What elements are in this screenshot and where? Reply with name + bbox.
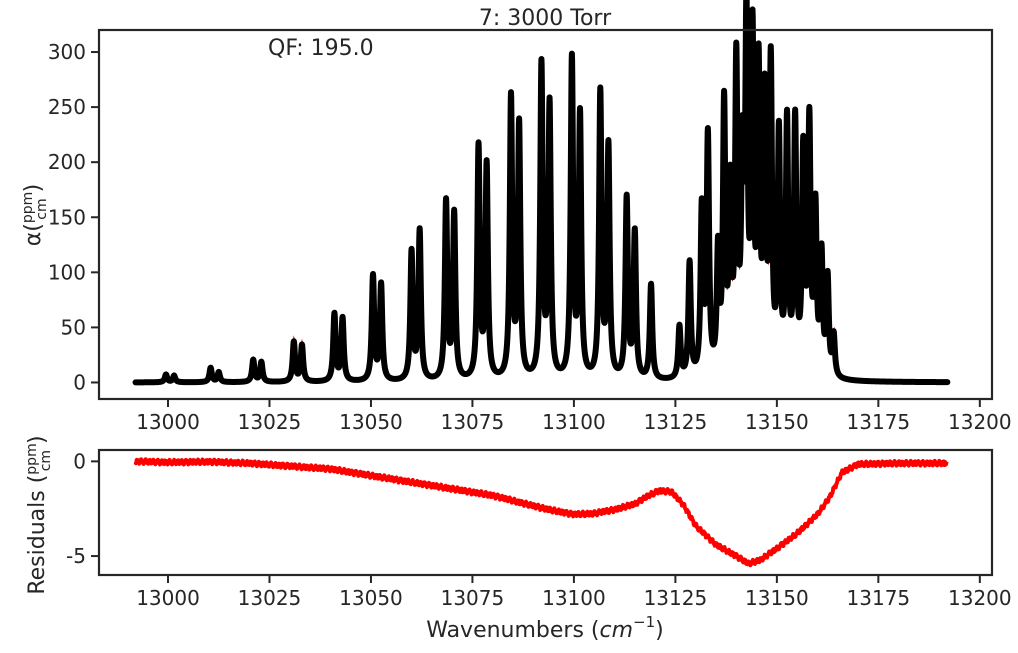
bottom-x-tick-label: 13150 bbox=[745, 586, 809, 610]
absorption-data-layer bbox=[132, 0, 951, 386]
bottom-x-tick-label: 13100 bbox=[542, 586, 606, 610]
bottom-x-tick-label: 13025 bbox=[238, 586, 302, 610]
top-x-tick-label: 13050 bbox=[339, 410, 403, 434]
bottom-plot-frame bbox=[97, 448, 994, 577]
bottom-x-tick-label: 13075 bbox=[441, 586, 505, 610]
bottom-x-tick-label: 13200 bbox=[948, 586, 1012, 610]
bottom-y-tick-label: -5 bbox=[66, 544, 86, 568]
top-x-tick-label: 13125 bbox=[644, 410, 708, 434]
bottom-x-ticks: 13000 13025 13050 13075 13100 13125 13150 13175… bbox=[136, 575, 1012, 610]
top-y-tick-label: 50 bbox=[61, 315, 86, 339]
bottom-x-tick-label: 13175 bbox=[847, 586, 911, 610]
top-x-tick-label: 13150 bbox=[745, 410, 809, 434]
top-y-tick-label: 0 bbox=[73, 370, 86, 394]
quality-factor-annotation: QF: 195.0 bbox=[268, 36, 374, 61]
x-axis-label: Wavenumbers (cm−1) bbox=[426, 613, 664, 643]
top-y-tick-label: 300 bbox=[48, 40, 86, 64]
top-y-tick-label: 200 bbox=[48, 150, 86, 174]
chart-title: 7: 3000 Torr bbox=[479, 6, 612, 31]
bottom-x-tick-label: 13050 bbox=[339, 586, 403, 610]
top-x-tick-label: 13075 bbox=[441, 410, 505, 434]
bottom-y-tick-label: 0 bbox=[73, 449, 86, 473]
residuals-series-line bbox=[133, 457, 949, 568]
top-x-tick-label: 13000 bbox=[136, 410, 200, 434]
top-y-tick-label: 100 bbox=[48, 260, 86, 284]
bottom-y-ticks: -5 0 bbox=[66, 449, 99, 568]
bottom-x-tick-label: 13000 bbox=[136, 586, 200, 610]
top-x-tick-label: 13025 bbox=[238, 410, 302, 434]
top-y-ticks: 0 50 100 150 200 250 300 bbox=[48, 40, 99, 394]
residuals-data-layer bbox=[133, 457, 949, 568]
top-y-axis-label: α(ppmcm) bbox=[20, 184, 50, 246]
top-x-tick-label: 13200 bbox=[948, 410, 1012, 434]
top-plot-frame bbox=[97, 28, 994, 401]
measured-series-line bbox=[132, 0, 951, 386]
residuals-plot: 13000 13025 13050 13075 13100 13125 13150 13175… bbox=[24, 435, 1012, 643]
top-y-tick-label: 250 bbox=[48, 95, 86, 119]
bottom-x-tick-label: 13125 bbox=[644, 586, 708, 610]
bottom-y-axis-label: Residuals (ppmcm) bbox=[24, 435, 54, 594]
top-x-ticks: 13000 13025 13050 13075 13100 13125 13150 13175… bbox=[136, 399, 1012, 434]
top-x-tick-label: 13175 bbox=[847, 410, 911, 434]
absorption-plot: 7: 3000 Torr QF: 195.0 13000 13025 13050 13… bbox=[20, 0, 1012, 434]
top-x-tick-label: 13100 bbox=[542, 410, 606, 434]
top-y-tick-label: 150 bbox=[48, 205, 86, 229]
